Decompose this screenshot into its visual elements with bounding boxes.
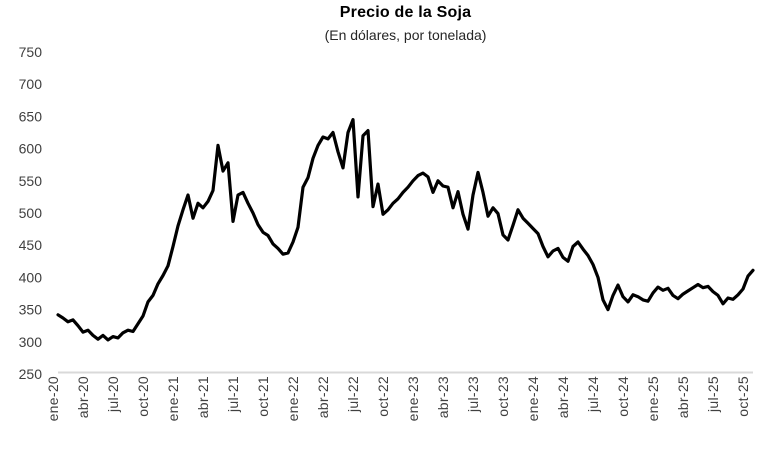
y-axis-tick-label: 600	[19, 141, 43, 157]
x-axis-tick-label: oct-24	[615, 376, 631, 417]
y-axis-tick-label: 250	[19, 366, 43, 382]
chart-subtitle: (En dólares, por tonelada)	[324, 27, 487, 43]
x-axis-tick-label: abr-25	[675, 376, 691, 418]
y-axis-tick-label: 300	[19, 334, 43, 350]
x-axis-tick-label: ene-21	[165, 376, 181, 421]
x-axis-tick-label: oct-22	[375, 376, 391, 417]
x-axis-tick-label: jul-21	[225, 376, 241, 413]
chart-title: Precio de la Soja	[339, 4, 472, 21]
y-axis-tick-label: 400	[19, 269, 43, 285]
y-axis-tick-label: 350	[19, 302, 43, 318]
x-axis-tick-label: abr-22	[315, 376, 331, 418]
x-axis-tick-label: jul-22	[345, 376, 361, 413]
x-axis-tick-label: jul-24	[585, 376, 601, 413]
y-axis-tick-label: 750	[19, 44, 43, 60]
x-axis-tick-label: oct-23	[495, 376, 511, 417]
x-axis-tick-label: ene-23	[405, 376, 421, 421]
y-axis-tick-label: 650	[19, 108, 43, 124]
x-axis-tick-label: oct-25	[735, 376, 751, 417]
x-axis-tick-label: ene-20	[45, 376, 61, 421]
x-axis-tick-label: ene-24	[525, 376, 541, 421]
y-axis-tick-label: 450	[19, 237, 43, 253]
x-axis-tick-label: abr-23	[435, 376, 451, 418]
x-axis-tick-label: oct-21	[255, 376, 271, 417]
x-axis-tick-label: jul-25	[705, 376, 721, 413]
price-line	[56, 117, 755, 342]
x-axis-tick-label: abr-21	[195, 376, 211, 418]
x-axis-tick-label: jul-23	[465, 376, 481, 413]
x-axis-tick-label: oct-20	[135, 376, 151, 417]
x-axis-tick-label: abr-20	[75, 376, 91, 418]
x-axis-tick-label: ene-22	[285, 376, 301, 421]
y-axis-tick-label: 700	[19, 76, 43, 92]
x-axis-tick-label: ene-25	[645, 376, 661, 421]
y-axis-tick-label: 550	[19, 173, 43, 189]
y-axis-tick-label: 500	[19, 205, 43, 221]
x-axis-tick-label: abr-24	[555, 376, 571, 418]
x-axis-tick-label: jul-20	[105, 376, 121, 413]
